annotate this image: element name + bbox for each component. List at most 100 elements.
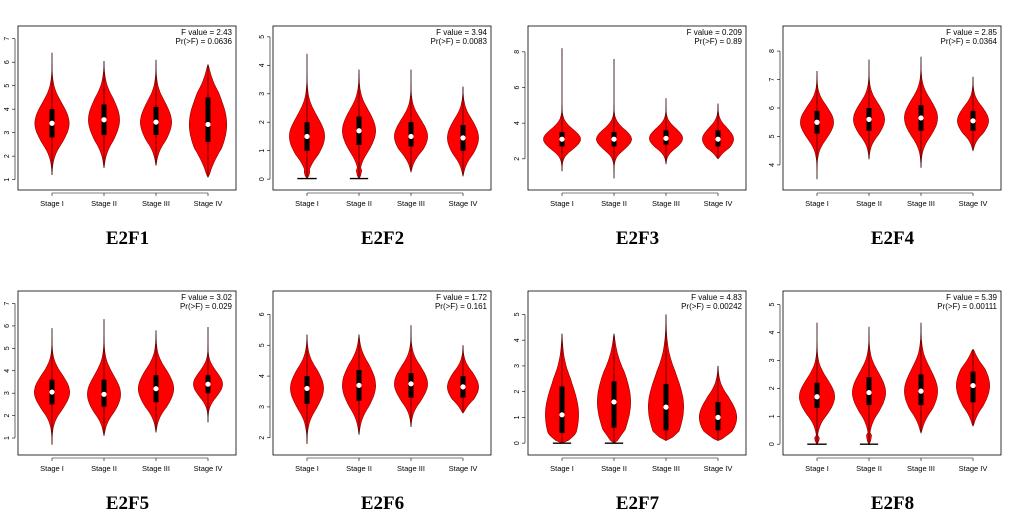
iqr-box [559,386,565,433]
y-tick-label: 5 [514,312,521,316]
plot-frame [272,25,492,191]
x-tick-label: Stage II [601,199,627,208]
violin-plot: 4 5 6 7 8 Stage I Stage II Stage III Stage IV F v… [769,25,1002,208]
violin-plot: 0 1 2 3 4 5 Stage I Stage II Stage III Stage IV F … [769,290,1002,473]
y-tick-label: 0 [259,177,266,181]
y-tick-label: 2 [259,436,266,440]
x-tick-label: Stage I [550,199,574,208]
plot-frame [17,290,237,456]
chart-panel-e2f3: 2 4 6 8 Stage I Stage II Stage III Stage IV F va… [510,0,765,265]
y-tick-label: 4 [4,369,11,373]
median-dot [611,136,617,142]
y-tick-label: 3 [259,92,266,96]
y-tick-label: 4 [259,374,266,378]
gene-title: E2F3 [615,228,660,249]
y-tick-label: 1 [4,178,11,182]
x-tick-label: Stage IV [959,464,988,473]
median-dot [205,121,211,128]
y-tick-label: 7 [4,37,11,41]
median-dot [304,133,310,140]
y-tick-label: 2 [259,120,266,124]
y-tick-label: 7 [769,77,776,81]
f-value-label: F value = 3.94 [436,28,487,37]
gene-title: E2F7 [615,493,660,514]
gene-title: E2F6 [360,493,405,514]
y-tick-label: 5 [4,84,11,88]
x-tick-label: Stage II [346,199,372,208]
p-value-label: Pr(>F) = 0.0364 [941,37,998,46]
median-dot [559,412,565,418]
median-dot [101,117,107,123]
x-tick-label: Stage III [907,199,935,208]
x-tick-label: Stage I [40,199,64,208]
median-dot [101,391,107,397]
y-tick-label: 8 [514,50,521,54]
median-dot [866,389,872,396]
chart-panel-e2f6: 2 3 4 5 6 Stage I Stage II Stage III Stage IV F v… [255,265,510,530]
y-tick-label: 3 [4,391,11,395]
chart-panel-e2f5: 1 2 3 4 5 6 7 Stage I Stage II Stage III Stage IV F… [0,265,255,530]
x-tick-label: Stage IV [449,464,478,473]
y-tick-label: 4 [259,63,266,67]
x-tick-label: Stage III [907,464,935,473]
f-value-label: F value = 3.02 [181,293,232,302]
x-tick-label: Stage IV [959,199,988,208]
y-tick-label: 2 [514,157,521,161]
median-dot [715,136,721,142]
median-dot [663,404,669,410]
x-tick-label: Stage I [805,464,829,473]
y-tick-label: 6 [4,60,11,64]
median-dot [970,382,976,389]
p-value-label: Pr(>F) = 0.89 [694,37,742,46]
median-dot [408,381,414,387]
f-value-label: F value = 5.39 [946,293,997,302]
gene-title: E2F1 [105,228,150,249]
violin-plot: 0 1 2 3 4 5 Stage I Stage II Stage III Stage IV F … [514,290,747,473]
median-dot [814,394,820,400]
x-tick-label: Stage III [142,464,170,473]
p-value-label: Pr(>F) = 0.00242 [681,302,742,311]
plot-frame [527,290,747,456]
y-tick-label: 3 [514,364,521,368]
median-dot [814,119,820,125]
y-tick-label: 2 [514,390,521,394]
median-dot [715,414,721,420]
median-dot [356,128,362,134]
y-tick-label: 4 [4,107,11,111]
chart-panel-e2f8: 0 1 2 3 4 5 Stage I Stage II Stage III Stage IV F … [765,265,1020,530]
y-tick-label: 2 [4,154,11,158]
chart-panel-e2f2: 0 1 2 3 4 5 Stage I Stage II Stage III Stage IV F … [255,0,510,265]
x-tick-label: Stage II [856,199,882,208]
y-tick-label: 4 [514,338,521,342]
median-dot [918,388,924,394]
y-tick-label: 5 [4,346,11,350]
p-value-label: Pr(>F) = 0.161 [435,302,488,311]
violin-plot: 0 1 2 3 4 5 Stage I Stage II Stage III Stage IV F … [259,25,492,208]
violin-plot: 2 3 4 5 6 Stage I Stage II Stage III Stage IV F v… [259,290,492,473]
iqr-box [205,97,211,143]
x-tick-label: Stage III [397,199,425,208]
x-tick-label: Stage II [856,464,882,473]
chart-panel-e2f7: 0 1 2 3 4 5 Stage I Stage II Stage III Stage IV F … [510,265,765,530]
y-tick-label: 6 [259,312,266,316]
x-tick-label: Stage IV [704,464,733,473]
f-value-label: F value = 0.209 [687,28,743,37]
violin-plot: 2 4 6 8 Stage I Stage II Stage III Stage IV F va… [514,25,747,208]
x-tick-label: Stage I [295,199,319,208]
median-dot [408,133,414,140]
x-tick-label: Stage II [346,464,372,473]
median-dot [153,119,159,125]
median-dot [866,116,872,122]
x-tick-label: Stage I [550,464,574,473]
y-tick-label: 4 [769,163,776,167]
x-tick-label: Stage I [40,464,64,473]
median-dot [49,120,55,126]
chart-panel-e2f1: 1 2 3 4 5 6 7 Stage I Stage II Stage III Stage IV F… [0,0,255,265]
y-tick-label: 2 [4,414,11,418]
y-tick-label: 1 [769,414,776,418]
y-tick-label: 6 [4,324,11,328]
x-tick-label: Stage IV [194,199,223,208]
median-dot [153,386,159,392]
gene-title: E2F4 [870,228,915,249]
x-tick-label: Stage IV [449,199,478,208]
